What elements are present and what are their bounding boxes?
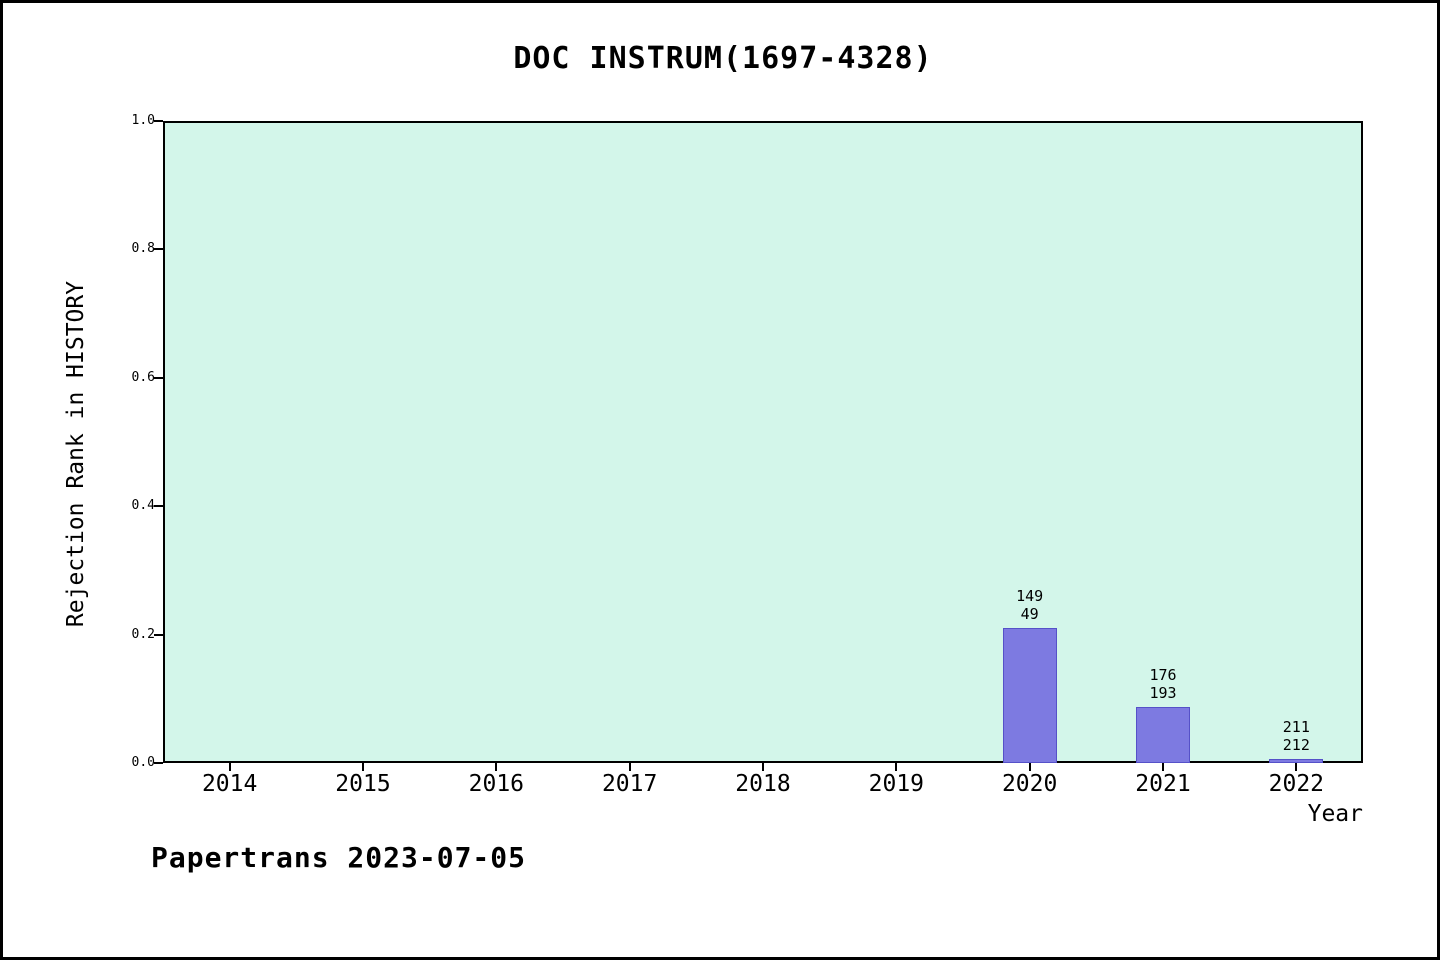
x-tick-label: 2014 <box>201 771 258 797</box>
x-tick-mark <box>628 763 631 771</box>
y-tick-label: 0.6 <box>131 369 155 385</box>
y-tick-label: 0.8 <box>131 241 155 257</box>
bar-2021 <box>1136 706 1190 763</box>
x-axis-title: Year <box>1307 801 1363 827</box>
y-tick-mark <box>154 633 163 636</box>
x-tick-mark <box>1295 763 1298 771</box>
x-tick-label: 2022 <box>1268 771 1325 797</box>
y-tick-label: 1.0 <box>131 113 155 128</box>
x-tick-mark <box>362 763 364 771</box>
y-tick-mark <box>154 120 163 122</box>
bar-value-line: 149 <box>1016 587 1044 606</box>
y-tick-mark <box>154 505 163 508</box>
x-tick-mark <box>228 763 231 771</box>
x-tick-label: 2017 <box>601 771 658 797</box>
x-tick-mark <box>495 763 498 771</box>
bar-2020 <box>1002 628 1057 763</box>
x-tick-label: 2015 <box>335 771 391 797</box>
bar-value-line: 212 <box>1282 736 1310 755</box>
y-tick-label: 0.0 <box>131 755 155 770</box>
y-tick-mark <box>154 762 163 764</box>
x-tick-mark <box>1162 763 1164 771</box>
y-tick-label: 0.2 <box>131 626 155 642</box>
x-tick-label: 2018 <box>735 771 791 797</box>
x-tick-mark <box>1028 763 1031 771</box>
y-tick-mark <box>154 248 163 251</box>
footer-text: Papertrans 2023-07-05 <box>151 841 527 874</box>
x-tick-label: 2021 <box>1135 771 1191 797</box>
bar-value-line: 49 <box>1020 605 1039 624</box>
plot-area <box>163 121 1363 763</box>
y-axis-title-text: Rejection Rank in HISTORY <box>63 280 89 628</box>
y-tick-mark <box>154 376 163 379</box>
x-tick-mark <box>895 763 898 771</box>
y-tick-label: 0.4 <box>131 498 155 514</box>
bar-value-label-2021: 176 193 <box>1103 666 1223 702</box>
bar-value-line: 176 <box>1149 665 1177 684</box>
x-tick-label: 2019 <box>868 771 925 797</box>
x-tick-mark <box>762 763 764 771</box>
bar-2022 <box>1269 759 1324 763</box>
bar-value-label-2020: 149 49 <box>970 587 1090 623</box>
x-tick-label: 2016 <box>468 771 525 797</box>
bar-value-line: 211 <box>1282 718 1310 737</box>
bar-value-label-2022: 211 212 <box>1236 718 1356 754</box>
bar-value-line: 193 <box>1149 683 1177 702</box>
chart-title: DOC INSTRUM(1697-4328) <box>513 41 933 76</box>
x-tick-label: 2020 <box>1001 771 1058 797</box>
